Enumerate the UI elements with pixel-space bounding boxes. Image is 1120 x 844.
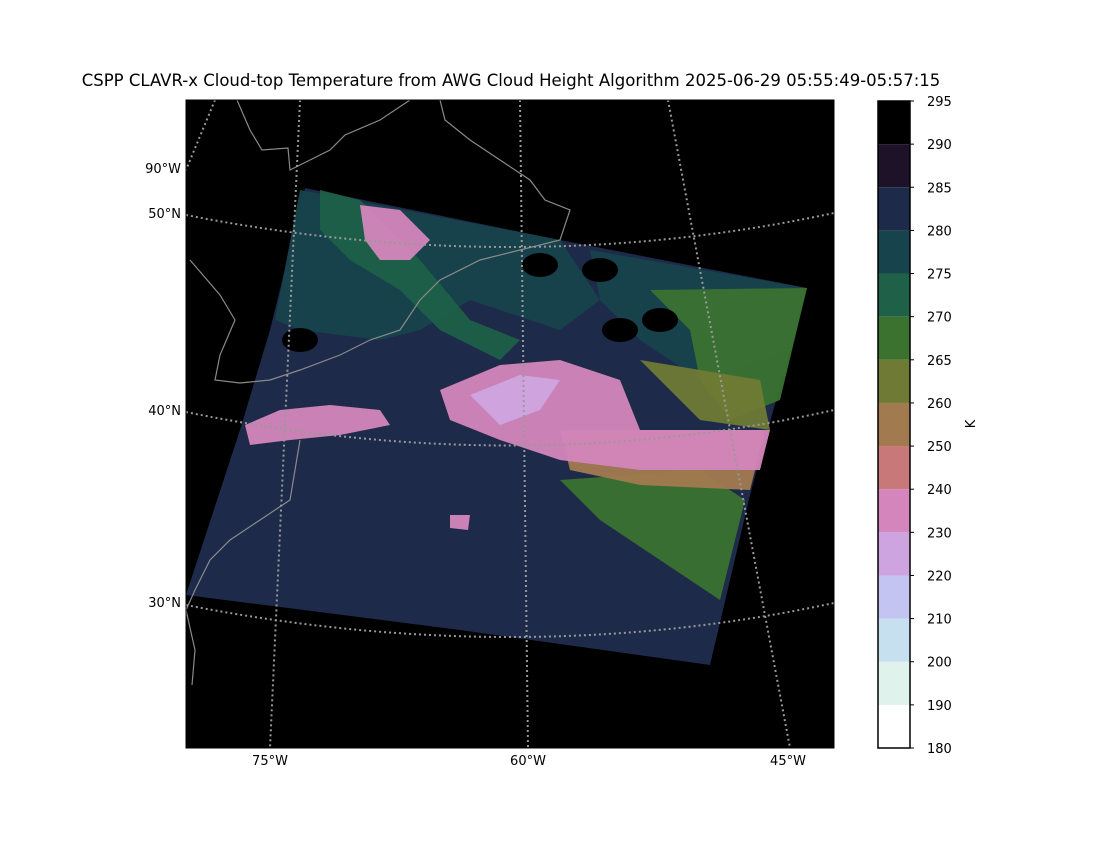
lon-label: 45°W	[770, 754, 806, 769]
lat-label: 50°N	[148, 207, 181, 222]
tick-label: 265	[927, 354, 952, 369]
colorbar: 180 190 200 210 220 230 240 250 260 265 270 275 280 2…	[877, 95, 952, 757]
colorbar-segment	[878, 273, 910, 317]
lon-label: 90°W	[145, 162, 181, 177]
tick-label: 180	[927, 742, 952, 757]
tick-label: 295	[927, 95, 952, 110]
coastline	[186, 439, 301, 686]
colorbar-segment	[878, 618, 910, 662]
tick-label: 280	[927, 224, 952, 239]
colorbar-segment	[878, 532, 910, 576]
tick-label: 200	[927, 656, 952, 671]
lat-label: 40°N	[148, 404, 181, 419]
tick-label: 230	[927, 526, 952, 541]
clear-region	[602, 318, 638, 342]
cloud-region	[360, 205, 430, 260]
grid-line	[186, 409, 834, 447]
tick-label: 285	[927, 181, 952, 196]
colorbar-segment	[878, 704, 910, 748]
cloud-region	[650, 288, 807, 420]
colorbar-frame	[877, 100, 911, 749]
cloud-region	[560, 470, 745, 600]
lon-label: 75°W	[252, 754, 288, 769]
title: CSPP CLAVR-x Cloud-top Temperature from …	[82, 71, 941, 90]
map-frame	[185, 99, 835, 749]
cloud-region	[470, 375, 560, 425]
coastline	[189, 100, 571, 384]
coastline	[236, 100, 411, 171]
grid-line	[186, 602, 834, 638]
colorbar-segment	[878, 359, 910, 403]
colorbar-segment	[878, 489, 910, 533]
tick-label: 220	[927, 569, 952, 584]
colorbar-segment	[878, 402, 910, 447]
clear-region	[642, 308, 678, 332]
colorbar-segment	[878, 230, 910, 274]
clear-region	[232, 308, 268, 332]
cloud-region	[640, 360, 770, 430]
clear-region	[582, 258, 618, 282]
imagery	[186, 188, 807, 665]
tick-label: 240	[927, 483, 952, 498]
lon-label: 60°W	[510, 754, 546, 769]
cloud-region	[245, 405, 390, 445]
colorbar-segment	[878, 101, 910, 145]
colorbar-segment	[878, 661, 910, 705]
graticule	[186, 100, 834, 748]
coastlines	[186, 100, 571, 686]
tick-label: 190	[927, 699, 952, 714]
grid-line	[519, 100, 529, 748]
tick-label: 290	[927, 138, 952, 153]
tick-label: 250	[927, 440, 952, 455]
tick-label: 210	[927, 613, 952, 628]
grid-line	[269, 100, 301, 748]
colorbar-label: K	[964, 419, 979, 428]
colorbar-segment	[878, 575, 910, 619]
tick-label: 270	[927, 311, 952, 326]
colorbar-segment	[878, 187, 910, 231]
colorbar-segment	[878, 144, 910, 188]
clear-region	[522, 253, 558, 277]
colorbar-segment	[878, 316, 910, 360]
clear-region	[282, 328, 318, 352]
tick-label: 275	[927, 268, 952, 283]
colorbar-segment	[878, 446, 910, 490]
lat-label: 30°N	[148, 596, 181, 611]
tick-label: 260	[927, 397, 952, 412]
cloud-region	[450, 515, 470, 530]
grid-line	[186, 212, 834, 248]
